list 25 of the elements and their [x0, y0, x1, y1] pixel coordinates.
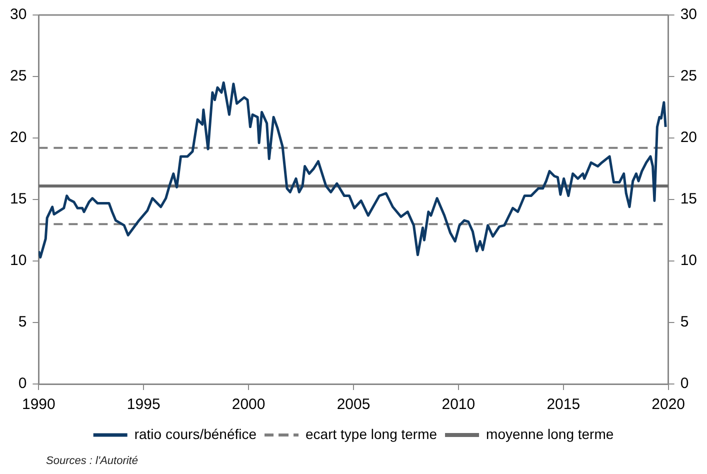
y-tick-label: 30 [10, 6, 27, 24]
y2-tick-label: 15 [680, 190, 698, 208]
y-tick-label: 5 [18, 314, 27, 331]
y-tick-label: 20 [10, 129, 27, 146]
y-tick-label: 15 [10, 190, 27, 208]
legend-label: ecart type long terme [306, 426, 438, 442]
y2-tick-label: 10 [680, 252, 698, 270]
x-tick-label: 2010 [442, 396, 476, 414]
y2-tick-label: 0 [680, 375, 689, 392]
source-note: Sources : l'Autorité [46, 455, 138, 467]
y-tick-label: 0 [18, 375, 27, 392]
x-tick-label: 1995 [126, 396, 160, 414]
y2-tick-label: 5 [680, 314, 689, 331]
legend-label: ratio cours/bénéfice [134, 426, 257, 442]
y2-tick-label: 25 [680, 68, 698, 85]
x-tick-label: 2020 [652, 396, 686, 414]
legend-label: moyenne long terme [486, 426, 614, 442]
x-tick-label: 2000 [232, 396, 266, 414]
y-tick-label: 10 [10, 252, 27, 270]
x-tick-label: 2005 [336, 396, 370, 414]
y2-tick-label: 30 [680, 6, 698, 24]
x-tick-label: 1990 [22, 396, 56, 414]
y2-tick-label: 20 [680, 129, 698, 146]
x-tick-label: 2015 [546, 396, 580, 414]
y-tick-label: 25 [10, 68, 27, 85]
